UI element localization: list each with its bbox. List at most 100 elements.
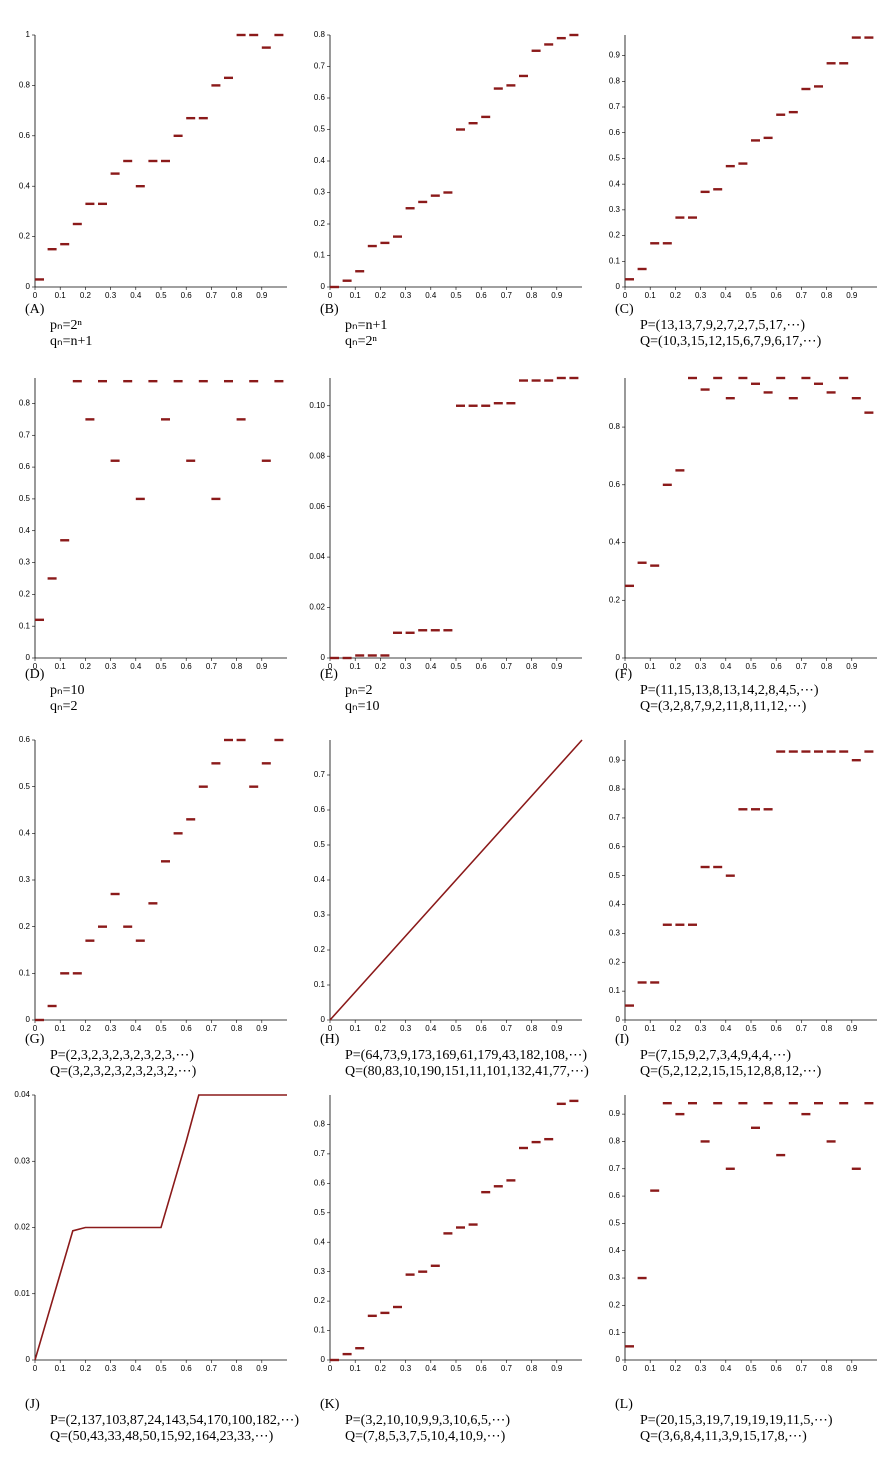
y-tick-label: 0.1	[314, 251, 326, 260]
caption-line: P=(13,13,7,9,2,7,2,7,5,17,⋯)	[640, 318, 805, 333]
x-tick-label: 0.7	[206, 1024, 218, 1033]
y-tick-label: 0.5	[609, 154, 621, 163]
x-tick-label: 0.5	[155, 291, 167, 300]
data-point	[864, 1101, 874, 1105]
data-point	[801, 750, 811, 753]
panel-label: (G)	[25, 1032, 45, 1047]
x-tick-label: 0.1	[645, 1024, 657, 1033]
y-tick-label: 0.6	[314, 93, 326, 102]
data-point	[123, 925, 133, 928]
x-tick-label: 0.6	[476, 1024, 488, 1033]
x-tick-label: 0.9	[551, 1364, 563, 1373]
x-tick-label: 0.7	[501, 291, 513, 300]
x-tick-label: 0.8	[231, 1024, 243, 1033]
y-tick-label: 0.1	[314, 1326, 326, 1335]
x-tick-label: 0.6	[181, 1364, 193, 1373]
x-tick-label: 0.4	[720, 291, 732, 300]
data-point	[405, 631, 415, 634]
data-point	[456, 1226, 465, 1229]
y-tick-label: 0.01	[14, 1289, 30, 1298]
y-tick-label: 0.6	[314, 1178, 326, 1187]
data-point	[274, 738, 284, 742]
data-point	[274, 379, 284, 383]
data-point	[468, 404, 478, 407]
data-point	[662, 242, 672, 245]
y-tick-label: 0.2	[609, 595, 621, 604]
y-tick-label: 0.5	[19, 782, 31, 791]
y-tick-label: 0.2	[314, 945, 326, 954]
x-tick-label: 0.1	[55, 662, 67, 671]
data-point	[98, 202, 107, 206]
data-point	[763, 391, 773, 394]
y-tick-label: 0.4	[609, 538, 621, 547]
data-point	[211, 84, 221, 87]
x-tick-label: 0.3	[105, 1364, 117, 1373]
data-point	[519, 379, 528, 382]
y-tick-label: 0.9	[609, 1109, 621, 1118]
data-point	[430, 194, 440, 197]
x-tick-label: 0.7	[796, 1364, 808, 1373]
y-tick-label: 0.4	[314, 1237, 326, 1246]
data-point	[826, 391, 836, 394]
x-tick-label: 0.4	[130, 291, 142, 300]
x-tick-label: 0.8	[526, 1364, 538, 1373]
y-tick-label: 0.7	[609, 102, 621, 111]
x-tick-label: 0.1	[350, 291, 362, 300]
data-point	[342, 279, 352, 282]
data-point	[261, 762, 271, 765]
x-tick-label: 0.2	[375, 1024, 387, 1033]
x-tick-label: 0.1	[645, 291, 657, 300]
y-tick-label: 0.1	[314, 980, 326, 989]
data-point	[72, 379, 82, 383]
y-tick-label: 0.7	[19, 430, 31, 439]
x-tick-label: 0.2	[670, 1024, 682, 1033]
x-tick-label: 0.4	[130, 662, 142, 671]
y-tick-label: 0.6	[19, 131, 31, 140]
data-point	[443, 1232, 453, 1235]
data-point	[98, 925, 107, 928]
y-tick-label: 0.1	[19, 968, 31, 977]
x-tick-label: 0.4	[425, 1024, 437, 1033]
data-point	[637, 267, 647, 271]
x-tick-label: 0.7	[501, 662, 513, 671]
y-tick-label: 0.5	[314, 840, 326, 849]
x-tick-label: 0.9	[256, 1024, 268, 1033]
data-point	[405, 1273, 415, 1276]
x-tick-label: 0.9	[551, 1024, 563, 1033]
y-tick-label: 0	[26, 1015, 31, 1024]
y-tick-label: 0.4	[314, 875, 326, 884]
x-tick-label: 0.9	[846, 1364, 858, 1373]
data-point	[261, 46, 271, 49]
y-tick-label: 0.03	[14, 1156, 30, 1165]
x-tick-label: 0	[328, 662, 333, 671]
data-point	[123, 159, 133, 163]
x-tick-label: 0.8	[231, 291, 243, 300]
y-tick-label: 0.9	[609, 755, 621, 764]
x-tick-label: 0.4	[425, 1364, 437, 1373]
data-point	[625, 1345, 634, 1348]
y-tick-label: 0.6	[314, 805, 326, 814]
y-tick-label: 0.3	[609, 1273, 621, 1282]
y-tick-label: 0.2	[609, 957, 621, 966]
data-point	[776, 113, 786, 116]
x-tick-label: 0.5	[450, 291, 462, 300]
data-point	[713, 1101, 723, 1105]
data-point	[249, 379, 259, 383]
x-tick-label: 0.3	[695, 662, 707, 671]
data-point	[224, 379, 233, 383]
data-point	[700, 190, 710, 194]
y-tick-label: 0.04	[14, 1090, 30, 1099]
data-point	[123, 379, 133, 383]
x-tick-label: 0.5	[155, 662, 167, 671]
x-tick-label: 0.8	[526, 291, 538, 300]
data-point	[700, 388, 710, 391]
data-point	[261, 459, 271, 462]
y-tick-label: 0.3	[609, 929, 621, 938]
x-tick-label: 0.5	[155, 1364, 167, 1373]
data-point	[85, 202, 95, 206]
data-point	[675, 923, 685, 926]
data-point	[211, 762, 221, 765]
y-tick-label: 0.4	[19, 181, 31, 190]
x-tick-label: 0.3	[105, 1024, 117, 1033]
data-point	[330, 285, 339, 289]
